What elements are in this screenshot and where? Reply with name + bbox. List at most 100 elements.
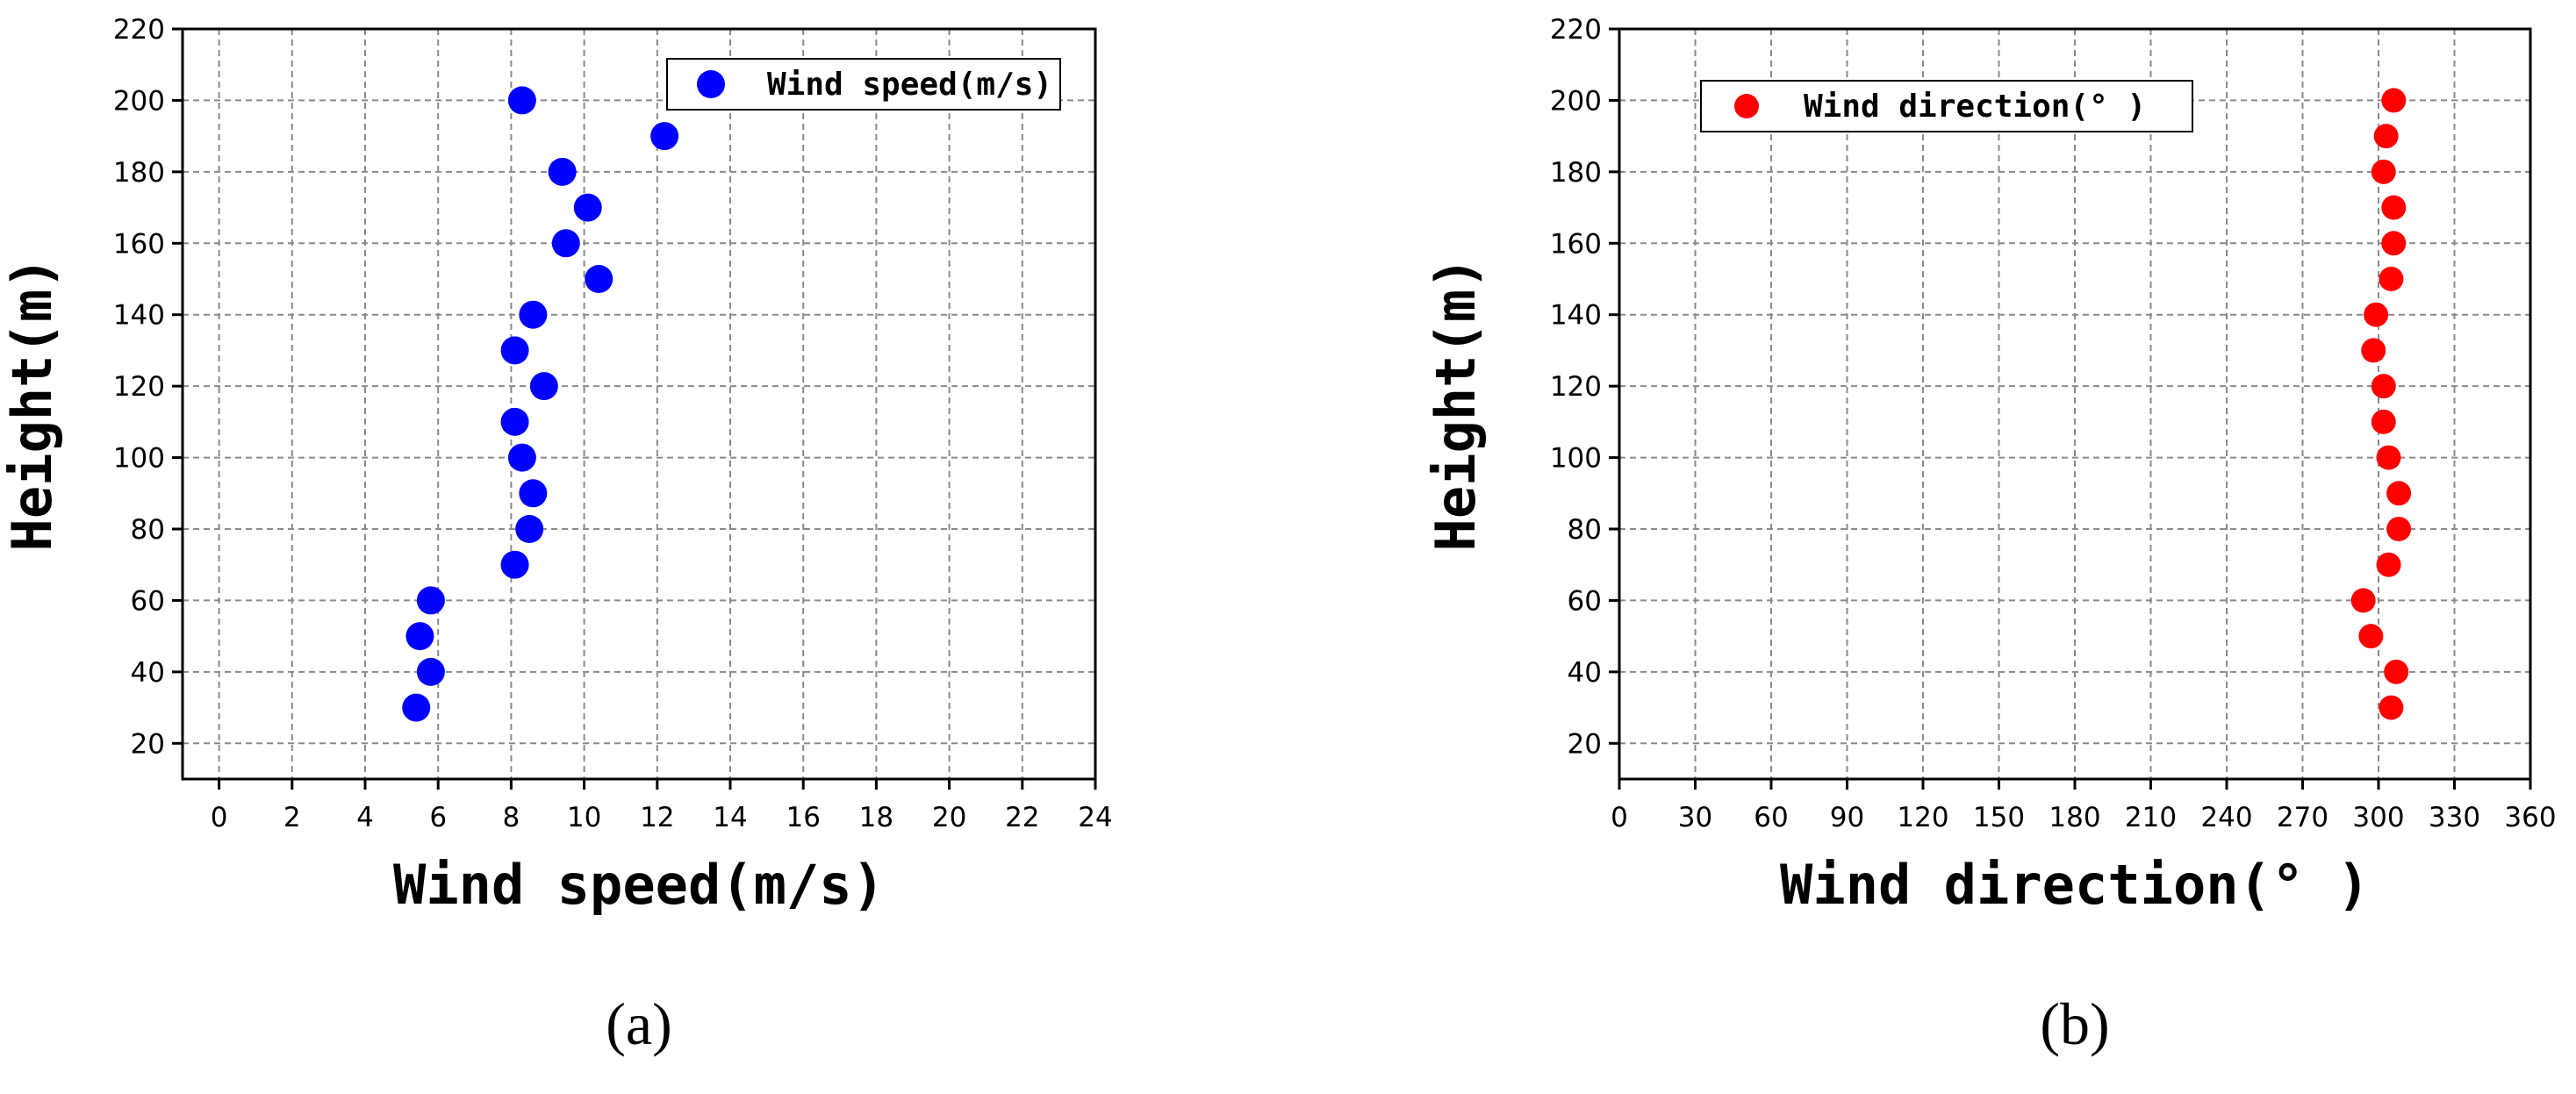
data-point (519, 479, 548, 508)
x-tick-label: 24 (1078, 802, 1112, 833)
data-point (650, 122, 679, 151)
x-tick-label: 30 (1678, 802, 1712, 833)
x-tick-label: 360 (2504, 802, 2556, 833)
x-tick-label: 14 (713, 802, 747, 833)
x-tick-label: 18 (859, 802, 893, 833)
y-tick-label: 200 (1550, 85, 1602, 117)
data-point (507, 443, 536, 472)
panel-b-wind-direction-chart: 0 30 60 90 120 150 180 210 240 270 300 330 360 20 40 60… (1424, 14, 2557, 1057)
legend-label: Wind direction(° ) (1804, 89, 2146, 125)
data-point (515, 515, 544, 543)
x-tick-label: 120 (1897, 802, 1948, 833)
data-point (551, 229, 580, 258)
y-tick-label: 20 (1568, 728, 1602, 760)
data-point (519, 300, 548, 329)
y-tick-label: 100 (113, 443, 165, 475)
data-point (2376, 552, 2401, 577)
data-point (500, 407, 529, 436)
data-point (402, 693, 431, 722)
y-tick-label: 120 (113, 371, 165, 403)
x-tick-label: 16 (786, 802, 820, 833)
x-tick-label: 60 (1754, 802, 1788, 833)
legend-marker (1734, 94, 1759, 118)
data-point (2371, 409, 2396, 434)
y-tick-label: 180 (113, 157, 165, 189)
data-point (405, 622, 434, 651)
panel-a-wind-speed-chart: 0 2 4 6 8 10 12 14 16 18 20 22 242040608010012014016… (0, 14, 1113, 1057)
y-tick-label: 60 (131, 585, 165, 617)
x-tick-label: 270 (2277, 802, 2328, 833)
y-tick-label: 40 (131, 657, 165, 689)
data-point (416, 657, 445, 686)
y-tick-label: 80 (131, 514, 165, 546)
y-tick-label: 180 (1550, 157, 1602, 189)
x-tick-label: 210 (2125, 802, 2177, 833)
y-axis-title: Height(m) (1424, 257, 1488, 552)
data-point (507, 86, 536, 115)
legend-marker (697, 70, 725, 98)
data-point (2376, 445, 2401, 470)
legend-box (666, 58, 1061, 111)
y-tick-label: 120 (1550, 371, 1602, 403)
x-tick-label: 12 (640, 802, 674, 833)
y-tick-label: 40 (1568, 657, 1602, 689)
data-point (2364, 302, 2389, 327)
data-point (2379, 267, 2404, 291)
x-axis-title: Wind speed(m/s) (393, 853, 885, 917)
plot-frame (181, 27, 1097, 781)
x-tick-label: 20 (932, 802, 966, 833)
x-tick-label: 0 (1611, 802, 1628, 833)
data-point (500, 550, 529, 579)
data-point (2358, 624, 2384, 649)
data-point (2379, 695, 2404, 720)
data-point (2386, 517, 2412, 541)
y-tick-label: 100 (1550, 443, 1602, 475)
x-tick-label: 6 (429, 802, 447, 833)
data-point (2371, 374, 2396, 399)
data-point (2371, 159, 2396, 184)
y-tick-label: 140 (113, 300, 165, 332)
x-tick-label: 2 (283, 802, 301, 833)
x-tick-label: 4 (356, 802, 374, 833)
y-tick-label: 220 (113, 14, 165, 46)
y-tick-label: 80 (1568, 514, 1602, 546)
data-point (529, 372, 558, 401)
data-point (500, 336, 529, 365)
y-tick-label: 60 (1568, 585, 1602, 617)
y-tick-label: 140 (1550, 300, 1602, 332)
y-tick-label: 200 (113, 85, 165, 117)
x-tick-label: 240 (2200, 802, 2252, 833)
data-point (416, 586, 445, 615)
x-axis-title: Wind direction(° ) (1780, 853, 2370, 917)
data-point (2384, 659, 2409, 684)
data-point (2381, 88, 2407, 113)
panel-label: (b) (2040, 990, 2109, 1057)
y-axis-title: Height(m) (0, 257, 64, 552)
data-point (2386, 481, 2412, 506)
y-tick-label: 20 (131, 728, 165, 760)
data-point (2381, 195, 2407, 220)
data-point (2350, 588, 2376, 613)
x-tick-label: 8 (503, 802, 520, 833)
data-point (2373, 124, 2399, 149)
x-tick-label: 10 (567, 802, 601, 833)
y-tick-label: 220 (1550, 14, 1602, 46)
panel-label: (a) (606, 990, 671, 1057)
data-point (548, 157, 577, 186)
x-tick-label: 180 (2049, 802, 2100, 833)
x-tick-label: 150 (1973, 802, 2025, 833)
data-point (2381, 231, 2407, 256)
data-point (573, 193, 602, 222)
legend-label: Wind speed(m/s) (767, 67, 1052, 103)
x-tick-label: 300 (2352, 802, 2404, 833)
x-tick-label: 0 (211, 802, 228, 833)
data-point (2361, 338, 2386, 363)
x-tick-label: 330 (2429, 802, 2480, 833)
x-tick-label: 22 (1005, 802, 1039, 833)
x-tick-label: 90 (1830, 802, 1864, 833)
data-point (585, 265, 614, 293)
y-tick-label: 160 (1550, 228, 1602, 260)
y-tick-label: 160 (113, 228, 165, 260)
legend-box (1700, 80, 2193, 132)
